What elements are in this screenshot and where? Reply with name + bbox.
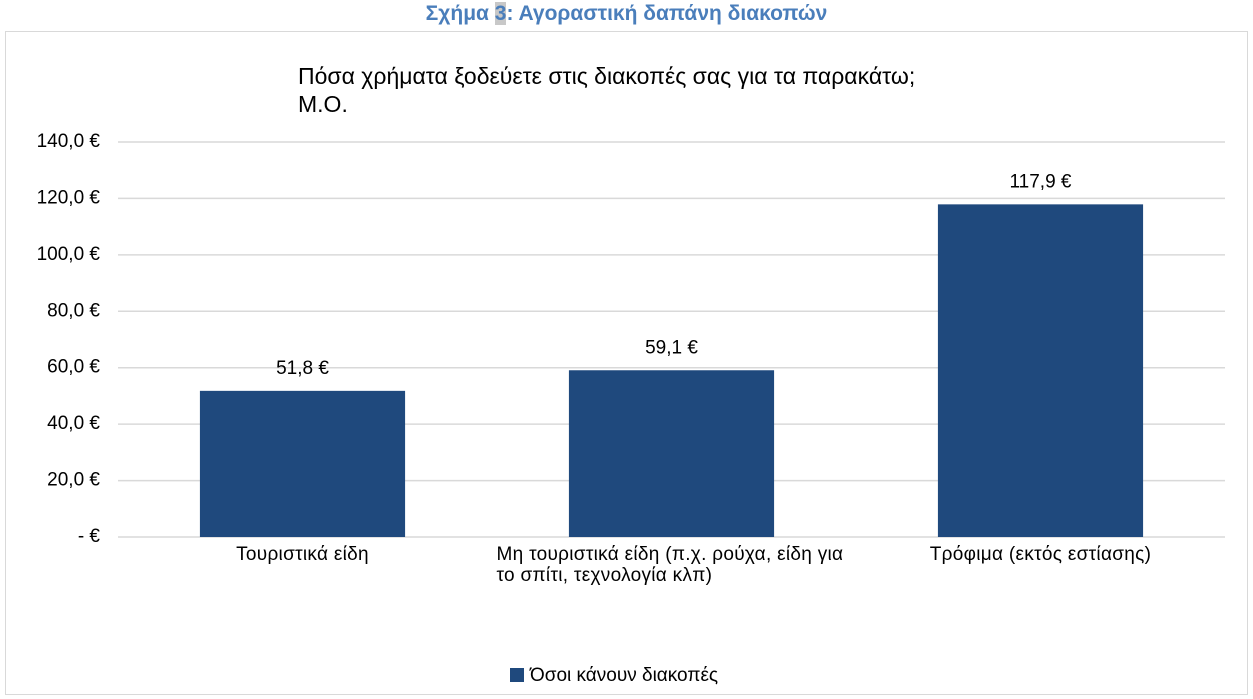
y-tick-label: 120,0 € [37, 187, 101, 208]
y-tick-label: 100,0 € [37, 244, 101, 265]
y-tick-label: 80,0 € [47, 300, 100, 321]
caption-text: : Αγοραστική δαπάνη διακοπών [506, 2, 828, 25]
y-tick-label: 140,0 € [37, 131, 101, 152]
chart-subtitle: Μ.Ο. [298, 91, 348, 117]
y-tick-label: - € [78, 526, 101, 547]
bar [199, 390, 406, 537]
data-label: 59,1 € [645, 337, 698, 358]
legend-label: Όσοι κάνουν διακοπές [529, 665, 718, 686]
x-tick-label: Τρόφιμα (εκτός εστίασης) [929, 544, 1152, 565]
bar [568, 370, 775, 537]
y-tick-label: 60,0 € [47, 357, 100, 378]
bar [937, 204, 1144, 537]
x-tick-label: Τουριστικά είδη [236, 544, 369, 565]
legend-swatch [510, 668, 524, 682]
caption-number: 3 [494, 2, 507, 25]
chart-frame [5, 31, 1248, 695]
y-tick-label: 40,0 € [47, 413, 100, 434]
figure-caption: Σχήμα 3: Αγοραστική δαπάνη διακοπών [0, 2, 1253, 26]
caption-prefix: Σχήμα [425, 2, 489, 25]
data-label: 51,8 € [276, 358, 329, 379]
chart-title: Πόσα χρήματα ξοδεύετε στις διακοπές σας … [298, 63, 915, 89]
y-tick-label: 20,0 € [47, 470, 100, 491]
x-tick-label: Μη τουριστικά είδη (π.χ. ρούχα, είδη για… [496, 544, 844, 586]
data-label: 117,9 € [1010, 171, 1072, 192]
